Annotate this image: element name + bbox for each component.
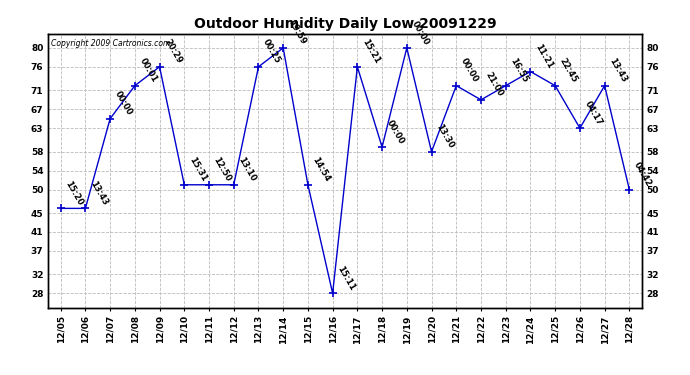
Text: 00:00: 00:00 — [385, 118, 406, 146]
Text: Copyright 2009 Cartronics.com: Copyright 2009 Cartronics.com — [51, 39, 170, 48]
Text: 19:59: 19:59 — [286, 19, 307, 46]
Text: 15:20: 15:20 — [63, 179, 85, 207]
Text: 22:45: 22:45 — [558, 57, 579, 84]
Text: 12:50: 12:50 — [212, 156, 233, 183]
Text: 00:00: 00:00 — [410, 19, 431, 46]
Title: Outdoor Humidity Daily Low 20091229: Outdoor Humidity Daily Low 20091229 — [194, 17, 496, 31]
Text: 13:30: 13:30 — [434, 123, 455, 150]
Text: 15:31: 15:31 — [187, 156, 208, 183]
Text: 13:10: 13:10 — [237, 156, 257, 183]
Text: 15:21: 15:21 — [360, 38, 382, 65]
Text: 15:11: 15:11 — [335, 264, 357, 292]
Text: 11:21: 11:21 — [533, 42, 555, 70]
Text: 13:43: 13:43 — [607, 57, 629, 84]
Text: 16:55: 16:55 — [509, 57, 530, 84]
Text: 00:25: 00:25 — [262, 38, 282, 65]
Text: 13:43: 13:43 — [88, 179, 109, 207]
Text: 14:54: 14:54 — [310, 156, 332, 183]
Text: 00:00: 00:00 — [113, 90, 134, 117]
Text: 00:00: 00:00 — [459, 57, 480, 84]
Text: 04:42: 04:42 — [632, 160, 653, 188]
Text: 20:29: 20:29 — [162, 38, 184, 65]
Text: 21:00: 21:00 — [484, 71, 505, 99]
Text: 04:17: 04:17 — [582, 99, 604, 127]
Text: 00:01: 00:01 — [137, 57, 159, 84]
